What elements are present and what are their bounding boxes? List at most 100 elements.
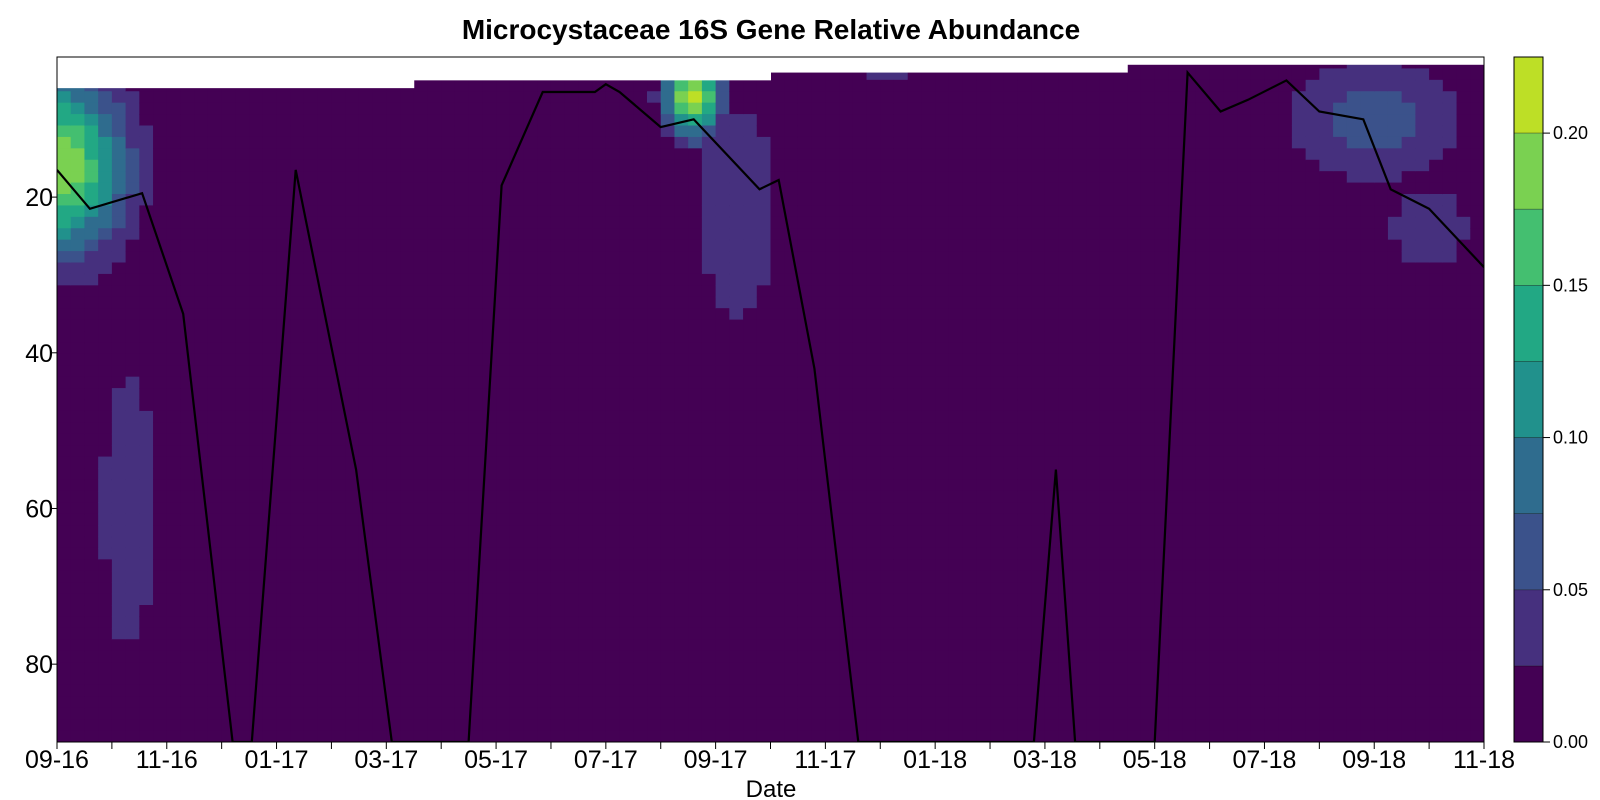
heatmap-cell (1072, 696, 1087, 709)
heatmap-cell (441, 194, 456, 207)
heatmap-cell (249, 308, 264, 321)
heatmap-cell (386, 125, 401, 138)
heatmap-cell (592, 696, 607, 709)
heatmap-cell (454, 673, 470, 686)
heatmap-cell (1182, 376, 1197, 389)
heatmap-cell (372, 296, 387, 309)
heatmap-cell (139, 582, 154, 595)
heatmap-cell (811, 593, 826, 606)
heatmap-cell (1195, 114, 1211, 127)
heatmap-cell (797, 513, 813, 526)
heatmap-cell (111, 171, 127, 184)
heatmap-cell (496, 433, 511, 446)
heatmap-cell (358, 102, 374, 115)
heatmap-cell (358, 490, 374, 503)
heatmap-cell (1154, 228, 1170, 241)
heatmap-cell (331, 388, 346, 401)
heatmap-cell (1113, 490, 1128, 503)
heatmap-cell (880, 148, 895, 161)
heatmap-cell (880, 331, 895, 344)
heatmap-cell (427, 159, 442, 172)
heatmap-cell (921, 205, 936, 218)
heatmap-cell (756, 296, 772, 309)
heatmap-cell (990, 616, 1005, 629)
heatmap-cell (249, 216, 264, 229)
heatmap-cell (1003, 273, 1019, 286)
heatmap-cell (688, 422, 703, 435)
heatmap-cell (729, 479, 744, 492)
heatmap-cell (729, 239, 744, 252)
heatmap-cell (825, 342, 840, 355)
heatmap-cell (1113, 422, 1128, 435)
heatmap-cell (427, 388, 442, 401)
heatmap-cell (1140, 662, 1156, 675)
heatmap-cell (153, 456, 168, 469)
heatmap-cell (811, 319, 826, 332)
heatmap-cell (743, 627, 758, 640)
heatmap-cell (715, 639, 730, 652)
heatmap-cell (413, 399, 429, 412)
heatmap-cell (509, 490, 525, 503)
heatmap-cell (688, 79, 703, 92)
heatmap-cell (345, 353, 360, 366)
heatmap-cell (1113, 513, 1128, 526)
heatmap-cell (743, 639, 758, 652)
heatmap-cell (852, 273, 868, 286)
heatmap-cell (839, 433, 854, 446)
heatmap-cell (743, 525, 758, 538)
heatmap-cell (715, 102, 730, 115)
heatmap-cell (825, 331, 840, 344)
heatmap-cell (852, 616, 868, 629)
heatmap-cell (290, 662, 305, 675)
heatmap-cell (674, 525, 689, 538)
heatmap-cell (207, 296, 223, 309)
heatmap-cell (852, 559, 868, 572)
heatmap-cell (98, 468, 113, 481)
heatmap-cell (139, 456, 154, 469)
heatmap-cell (125, 502, 140, 515)
heatmap-cell (784, 136, 799, 149)
heatmap-cell (1017, 525, 1032, 538)
heatmap-cell (290, 479, 305, 492)
heatmap-cell (605, 194, 621, 207)
heatmap-cell (454, 422, 470, 435)
heatmap-cell (276, 605, 291, 618)
heatmap-cell (303, 570, 319, 583)
heatmap-cell (921, 422, 936, 435)
heatmap-cell (413, 171, 429, 184)
heatmap-cell (990, 468, 1005, 481)
heatmap-cell (688, 525, 703, 538)
heatmap-cell (550, 376, 566, 389)
heatmap-cell (70, 479, 86, 492)
heatmap-cell (276, 639, 291, 652)
heatmap-cell (880, 319, 895, 332)
heatmap-cell (743, 91, 758, 104)
heatmap-cell (413, 148, 429, 161)
heatmap-cell (1113, 570, 1128, 583)
heatmap-cell (647, 422, 662, 435)
heatmap-cell (1072, 251, 1087, 264)
heatmap-cell (235, 684, 250, 697)
heatmap-cell (907, 376, 923, 389)
heatmap-cell (1003, 559, 1019, 572)
heatmap-cell (276, 513, 291, 526)
heatmap-cell (990, 513, 1005, 526)
heatmap-cell (893, 114, 909, 127)
heatmap-cell (811, 696, 826, 709)
heatmap-cell (743, 79, 758, 92)
heatmap-cell (166, 399, 182, 412)
heatmap-cell (962, 285, 977, 298)
heatmap-cell (221, 308, 236, 321)
heatmap-cell (194, 262, 209, 275)
heatmap-cell (125, 148, 140, 161)
heatmap-cell (194, 605, 209, 618)
heatmap-cell (386, 582, 401, 595)
heatmap-cell (1017, 136, 1032, 149)
heatmap-cell (125, 719, 140, 732)
heatmap-cell (990, 148, 1005, 161)
heatmap-cell (921, 308, 936, 321)
heatmap-cell (482, 114, 497, 127)
heatmap-cell (1072, 719, 1087, 732)
heatmap-cell (990, 216, 1005, 229)
heatmap-cell (715, 605, 730, 618)
